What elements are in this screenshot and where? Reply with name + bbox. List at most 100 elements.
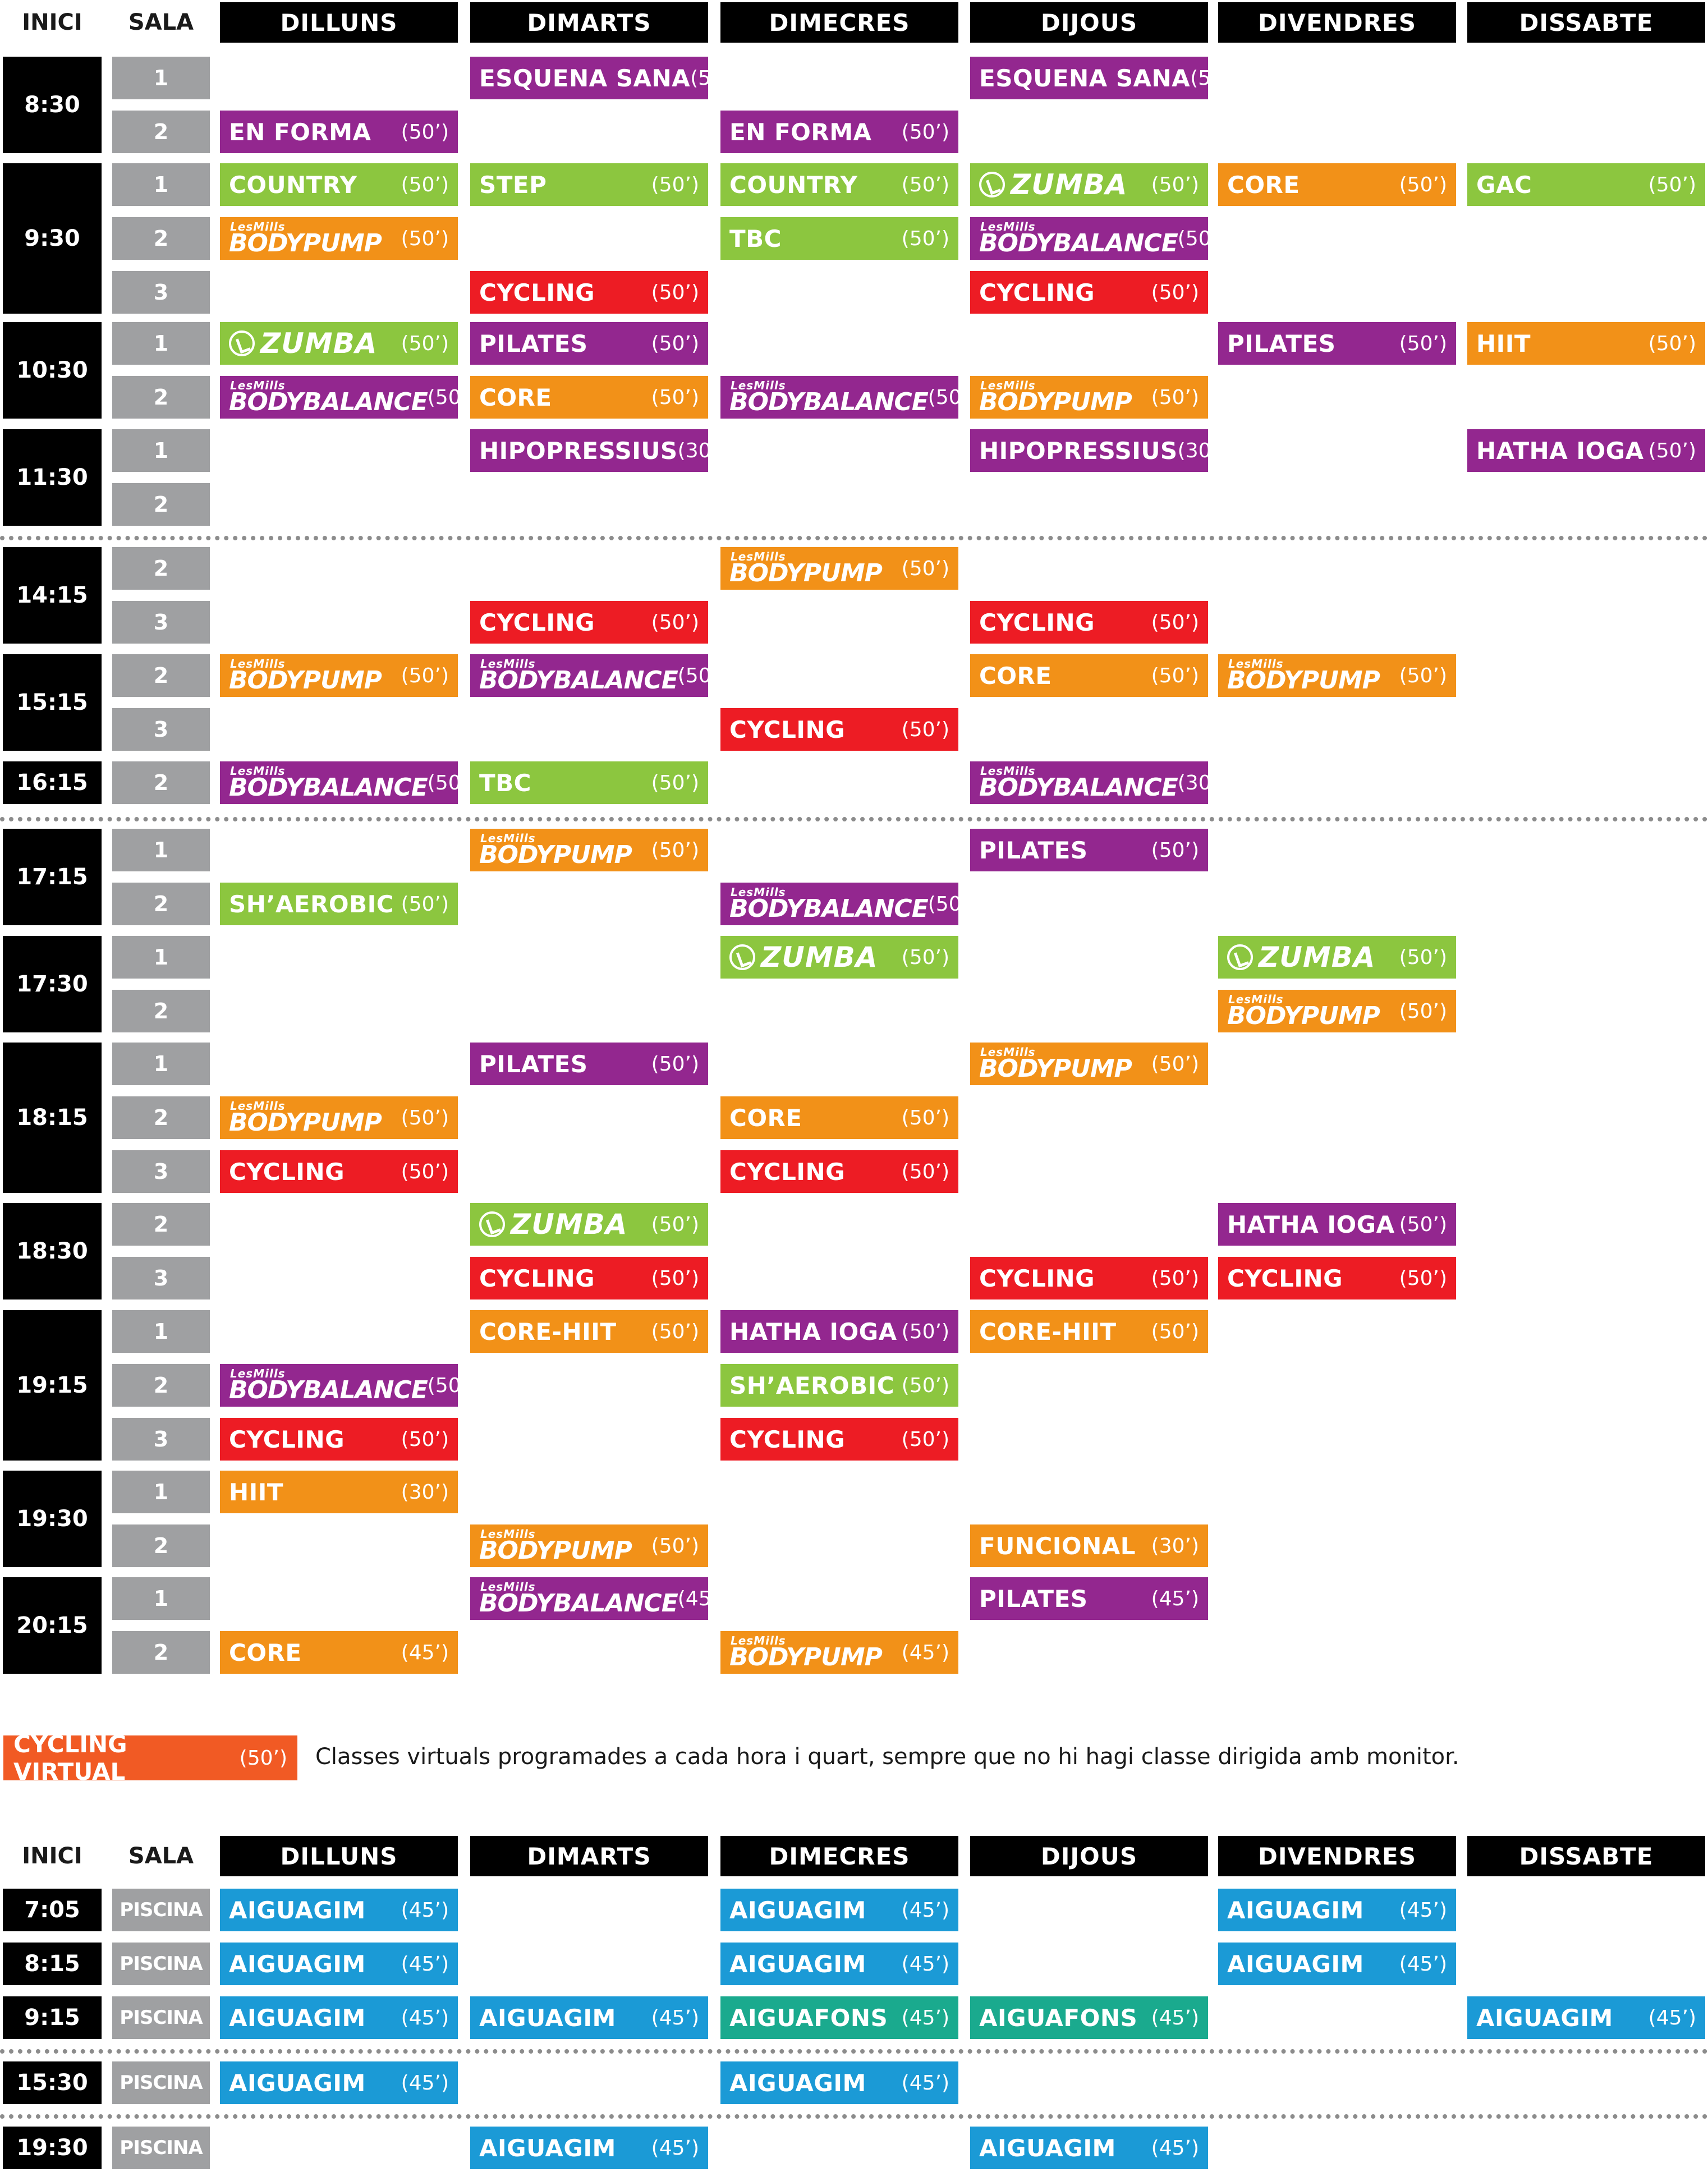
class-cell[interactable]: ZUMBA (50’) [1218,936,1456,979]
class-cell[interactable]: TBC (50’) [720,217,958,260]
class-cell[interactable]: AIGUAGIM (45’) [470,1996,708,2039]
lesmills-logo: LesMills BODYPUMP [979,1046,1132,1081]
class-name: HIPOPRESSIUS [479,437,678,465]
class-cell[interactable]: LesMills BODYPUMP (50’) [220,217,458,260]
class-duration: (45’) [1648,2006,1696,2029]
class-cell[interactable]: AIGUAGIM (45’) [720,1943,958,1985]
class-cell[interactable]: CYCLING (50’) [720,1150,958,1193]
sala-number: 1 [112,429,210,472]
class-cell[interactable]: HATHA IOGA (50’) [1218,1203,1456,1246]
class-cell[interactable]: HIPOPRESSIUS(30’) [470,429,708,472]
class-cell[interactable]: EN FORMA (50’) [720,111,958,153]
class-cell[interactable]: ZUMBA (50’) [470,1203,708,1246]
class-cell[interactable]: LesMills BODYPUMP (50’) [220,1096,458,1139]
class-cell[interactable]: PILATES (45’) [970,1577,1208,1620]
class-cell[interactable]: LesMills BODYPUMP (50’) [1218,990,1456,1032]
class-cell[interactable]: AIGUAGIM (45’) [1218,1943,1456,1985]
class-cell[interactable]: GAC (50’) [1467,163,1705,206]
class-cell[interactable]: CYCLING (50’) [470,271,708,314]
class-cell[interactable]: HIIT (30’) [220,1471,458,1513]
class-cell[interactable]: HATHA IOGA (50’) [1467,429,1705,472]
class-cell[interactable]: CORE (50’) [1218,163,1456,206]
class-cell[interactable]: EN FORMA (50’) [220,111,458,153]
class-cell[interactable]: LesMills BODYPUMP (45’) [720,1631,958,1674]
class-cell[interactable]: AIGUAGIM (45’) [720,1889,958,1931]
class-cell[interactable]: LesMills BODYPUMP (50’) [970,1043,1208,1085]
class-cell[interactable]: ZUMBA (50’) [970,163,1208,206]
class-cell[interactable]: AIGUAFONS (45’) [970,1996,1208,2039]
class-name: EN FORMA [229,118,371,146]
class-cell[interactable]: LesMills BODYPUMP (50’) [470,829,708,871]
class-cell[interactable]: CYCLING (50’) [970,271,1208,314]
class-cell[interactable]: PILATES (50’) [970,829,1208,871]
class-cell[interactable]: ESQUENA SANA(50’) [470,57,708,99]
class-cell[interactable]: CYCLING (50’) [970,601,1208,644]
class-cell[interactable]: ZUMBA (50’) [720,936,958,979]
class-cell[interactable]: TBC (50’) [470,761,708,804]
sala-number: 3 [112,271,210,314]
class-cell[interactable]: AIGUAGIM (45’) [720,2061,958,2104]
class-cell[interactable]: CYCLING (50’) [470,1257,708,1299]
class-cell[interactable]: CYCLING (50’) [220,1418,458,1461]
class-cell[interactable]: PILATES (50’) [470,322,708,365]
class-cell[interactable]: CYCLING (50’) [1218,1257,1456,1299]
class-cell[interactable]: ESQUENA SANA(50’) [970,57,1208,99]
class-cell[interactable]: AIGUAGIM (45’) [1467,1996,1705,2039]
class-cell[interactable]: LesMills BODYPUMP (50’) [220,654,458,697]
class-cell[interactable]: AIGUAGIM (45’) [220,1889,458,1931]
class-cell[interactable]: CORE-HIIT (50’) [470,1310,708,1353]
class-cell[interactable]: AIGUAFONS (45’) [720,1996,958,2039]
class-cell[interactable]: CYCLING (50’) [720,1418,958,1461]
class-cell[interactable]: HIPOPRESSIUS(30’) [970,429,1208,472]
class-cell[interactable]: PILATES (50’) [1218,322,1456,365]
class-cell[interactable]: STEP (50’) [470,163,708,206]
class-cell[interactable]: PILATES (50’) [470,1043,708,1085]
class-cell[interactable]: COUNTRY (50’) [220,163,458,206]
class-duration: (50’) [1648,332,1696,355]
class-cell[interactable]: CYCLING (50’) [970,1257,1208,1299]
class-cell[interactable]: CORE (50’) [470,376,708,419]
class-cell[interactable]: ZUMBA (50’) [220,322,458,365]
class-cell[interactable]: AIGUAGIM (45’) [220,1996,458,2039]
class-name: PILATES [479,1050,588,1078]
class-duration: (45’) [901,1898,949,1922]
class-name: PILATES [479,329,588,357]
lesmills-prefix: LesMills [980,764,1036,778]
class-duration: (50’) [401,332,449,355]
class-duration: (50’) [901,557,949,580]
class-cell[interactable]: LesMills BODYPUMP (50’) [1218,654,1456,697]
class-cell[interactable]: HATHA IOGA (50’) [720,1310,958,1353]
class-cell[interactable]: AIGUAGIM (45’) [470,2127,708,2169]
class-cell[interactable]: LesMills BODYPUMP (50’) [470,1524,708,1567]
class-cell[interactable]: CORE (45’) [220,1631,458,1674]
class-cell[interactable]: CORE-HIIT (50’) [970,1310,1208,1353]
class-name: CYCLING [229,1158,345,1186]
class-cell[interactable]: CORE (50’) [970,654,1208,697]
zumba-logo: ZUMBA [979,168,1127,201]
class-cell[interactable]: SH’AEROBIC (50’) [220,883,458,925]
class-cell[interactable]: LesMills BODYPUMP (50’) [970,376,1208,419]
class-cell[interactable]: LesMills BODYPUMP (50’) [720,547,958,590]
lesmills-logo: LesMills BODYPUMP [1227,658,1380,693]
class-cell[interactable]: AIGUAGIM (45’) [220,1943,458,1985]
class-cell[interactable]: CYCLING (50’) [220,1150,458,1193]
class-cell[interactable]: COUNTRY (50’) [720,163,958,206]
class-cell[interactable]: CORE (50’) [720,1096,958,1139]
class-cell[interactable]: SH’AEROBIC (50’) [720,1364,958,1407]
class-cell[interactable]: AIGUAGIM (45’) [970,2127,1208,2169]
class-cell[interactable]: AIGUAGIM (45’) [220,2061,458,2104]
class-cell[interactable]: CYCLING (50’) [470,601,708,644]
class-cell[interactable]: HIIT (50’) [1467,322,1705,365]
class-cell[interactable]: FUNCIONAL (30’) [970,1524,1208,1567]
class-cell[interactable]: CYCLING (50’) [720,708,958,751]
class-cell[interactable]: AIGUAGIM (45’) [1218,1889,1456,1931]
